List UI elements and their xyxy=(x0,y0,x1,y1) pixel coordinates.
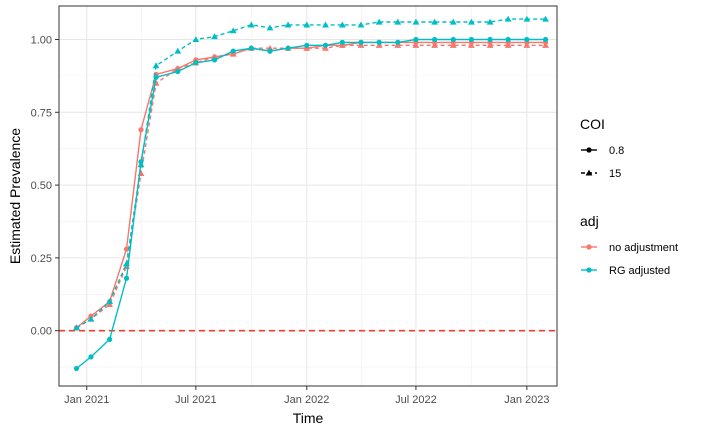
data-point xyxy=(138,127,144,133)
grid xyxy=(59,6,557,386)
data-point xyxy=(247,21,255,28)
x-axis-title: Time xyxy=(293,410,324,426)
data-point xyxy=(73,365,80,372)
x-tick-label: Jan 2023 xyxy=(504,394,549,406)
series-4 xyxy=(73,15,549,331)
data-point xyxy=(394,18,402,25)
data-point xyxy=(431,18,439,25)
data-point xyxy=(137,161,145,168)
legend: COI 0.8 15 adj no adjustment RG adjusted xyxy=(580,116,678,277)
data-point xyxy=(450,36,456,43)
y-tick-label: 0.75 xyxy=(31,107,52,119)
data-point xyxy=(174,47,182,54)
plot-panel-background xyxy=(59,6,557,386)
series-line xyxy=(76,18,546,329)
data-point xyxy=(106,298,114,305)
data-point xyxy=(395,39,401,45)
data-point xyxy=(412,41,420,48)
x-tick-label: Jul 2022 xyxy=(395,394,437,406)
data-point xyxy=(123,260,130,267)
data-point xyxy=(523,41,531,48)
y-axis-title: Estimated Prevalence xyxy=(7,128,23,264)
series-line xyxy=(76,44,546,329)
y-axis: 0.00 0.25 0.50 0.75 1.00 xyxy=(31,34,59,338)
data-point xyxy=(432,36,438,43)
legend-label: RG adjusted xyxy=(609,265,670,277)
data-point xyxy=(358,39,364,45)
data-point xyxy=(267,48,273,54)
data-point xyxy=(88,354,94,360)
data-point xyxy=(523,15,531,22)
data-point xyxy=(412,18,420,25)
plot-panel-border xyxy=(58,5,558,387)
data-point xyxy=(468,36,474,43)
data-point xyxy=(229,27,237,34)
legend-key-marker xyxy=(586,267,592,273)
x-axis: Jan 2021 Jul 2021 Jan 2022 Jul 2022 Jan 2023 xyxy=(64,386,549,406)
x-tick-label: Jan 2021 xyxy=(64,394,109,406)
data-point xyxy=(230,48,236,54)
data-point xyxy=(123,275,130,281)
y-tick-label: 0.25 xyxy=(31,253,52,265)
legend-key-marker xyxy=(585,169,593,176)
data-point xyxy=(486,41,494,48)
legend-title-coi: COI xyxy=(580,116,605,132)
legend-label: no adjustment xyxy=(609,242,678,254)
data-point xyxy=(248,45,254,51)
data-point xyxy=(339,39,345,45)
data-point xyxy=(449,41,457,48)
data-point xyxy=(303,21,311,28)
data-point xyxy=(524,36,530,43)
legend-key-marker xyxy=(586,244,592,250)
data-point xyxy=(284,21,292,28)
legend-label: 15 xyxy=(609,168,621,180)
data-point xyxy=(449,18,457,25)
data-point xyxy=(123,246,130,252)
data-point xyxy=(193,60,199,66)
data-point xyxy=(375,18,383,25)
data-point xyxy=(505,36,511,43)
data-point xyxy=(211,57,218,63)
data-point xyxy=(211,33,218,40)
series-layer xyxy=(73,15,549,372)
data-point xyxy=(87,315,95,322)
data-point xyxy=(192,36,200,43)
data-point xyxy=(376,39,382,45)
x-tick-label: Jul 2021 xyxy=(175,394,217,406)
legend-key-marker xyxy=(586,147,592,153)
data-point xyxy=(107,336,113,343)
data-point xyxy=(542,15,549,22)
data-point xyxy=(431,41,439,48)
data-point xyxy=(304,42,310,48)
data-point xyxy=(487,36,493,43)
data-point xyxy=(266,24,274,31)
data-point xyxy=(338,21,346,28)
y-tick-label: 1.00 xyxy=(31,34,52,46)
data-point xyxy=(486,18,494,25)
x-tick-label: Jan 2022 xyxy=(284,394,329,406)
legend-title-adj: adj xyxy=(580,213,599,229)
y-tick-label: 0.50 xyxy=(31,180,52,192)
data-point xyxy=(467,41,475,48)
data-point xyxy=(322,21,329,28)
y-tick-label: 0.00 xyxy=(31,326,52,338)
data-point xyxy=(542,36,549,43)
data-point xyxy=(357,21,365,28)
data-point xyxy=(504,15,512,22)
data-point xyxy=(542,41,549,48)
data-point xyxy=(322,42,329,48)
legend-label: 0.8 xyxy=(609,145,624,157)
data-point xyxy=(73,324,80,331)
data-point xyxy=(413,36,419,43)
data-point xyxy=(285,45,291,51)
data-point xyxy=(467,18,475,25)
data-point xyxy=(504,41,512,48)
data-point xyxy=(152,62,160,69)
data-point xyxy=(175,68,181,75)
